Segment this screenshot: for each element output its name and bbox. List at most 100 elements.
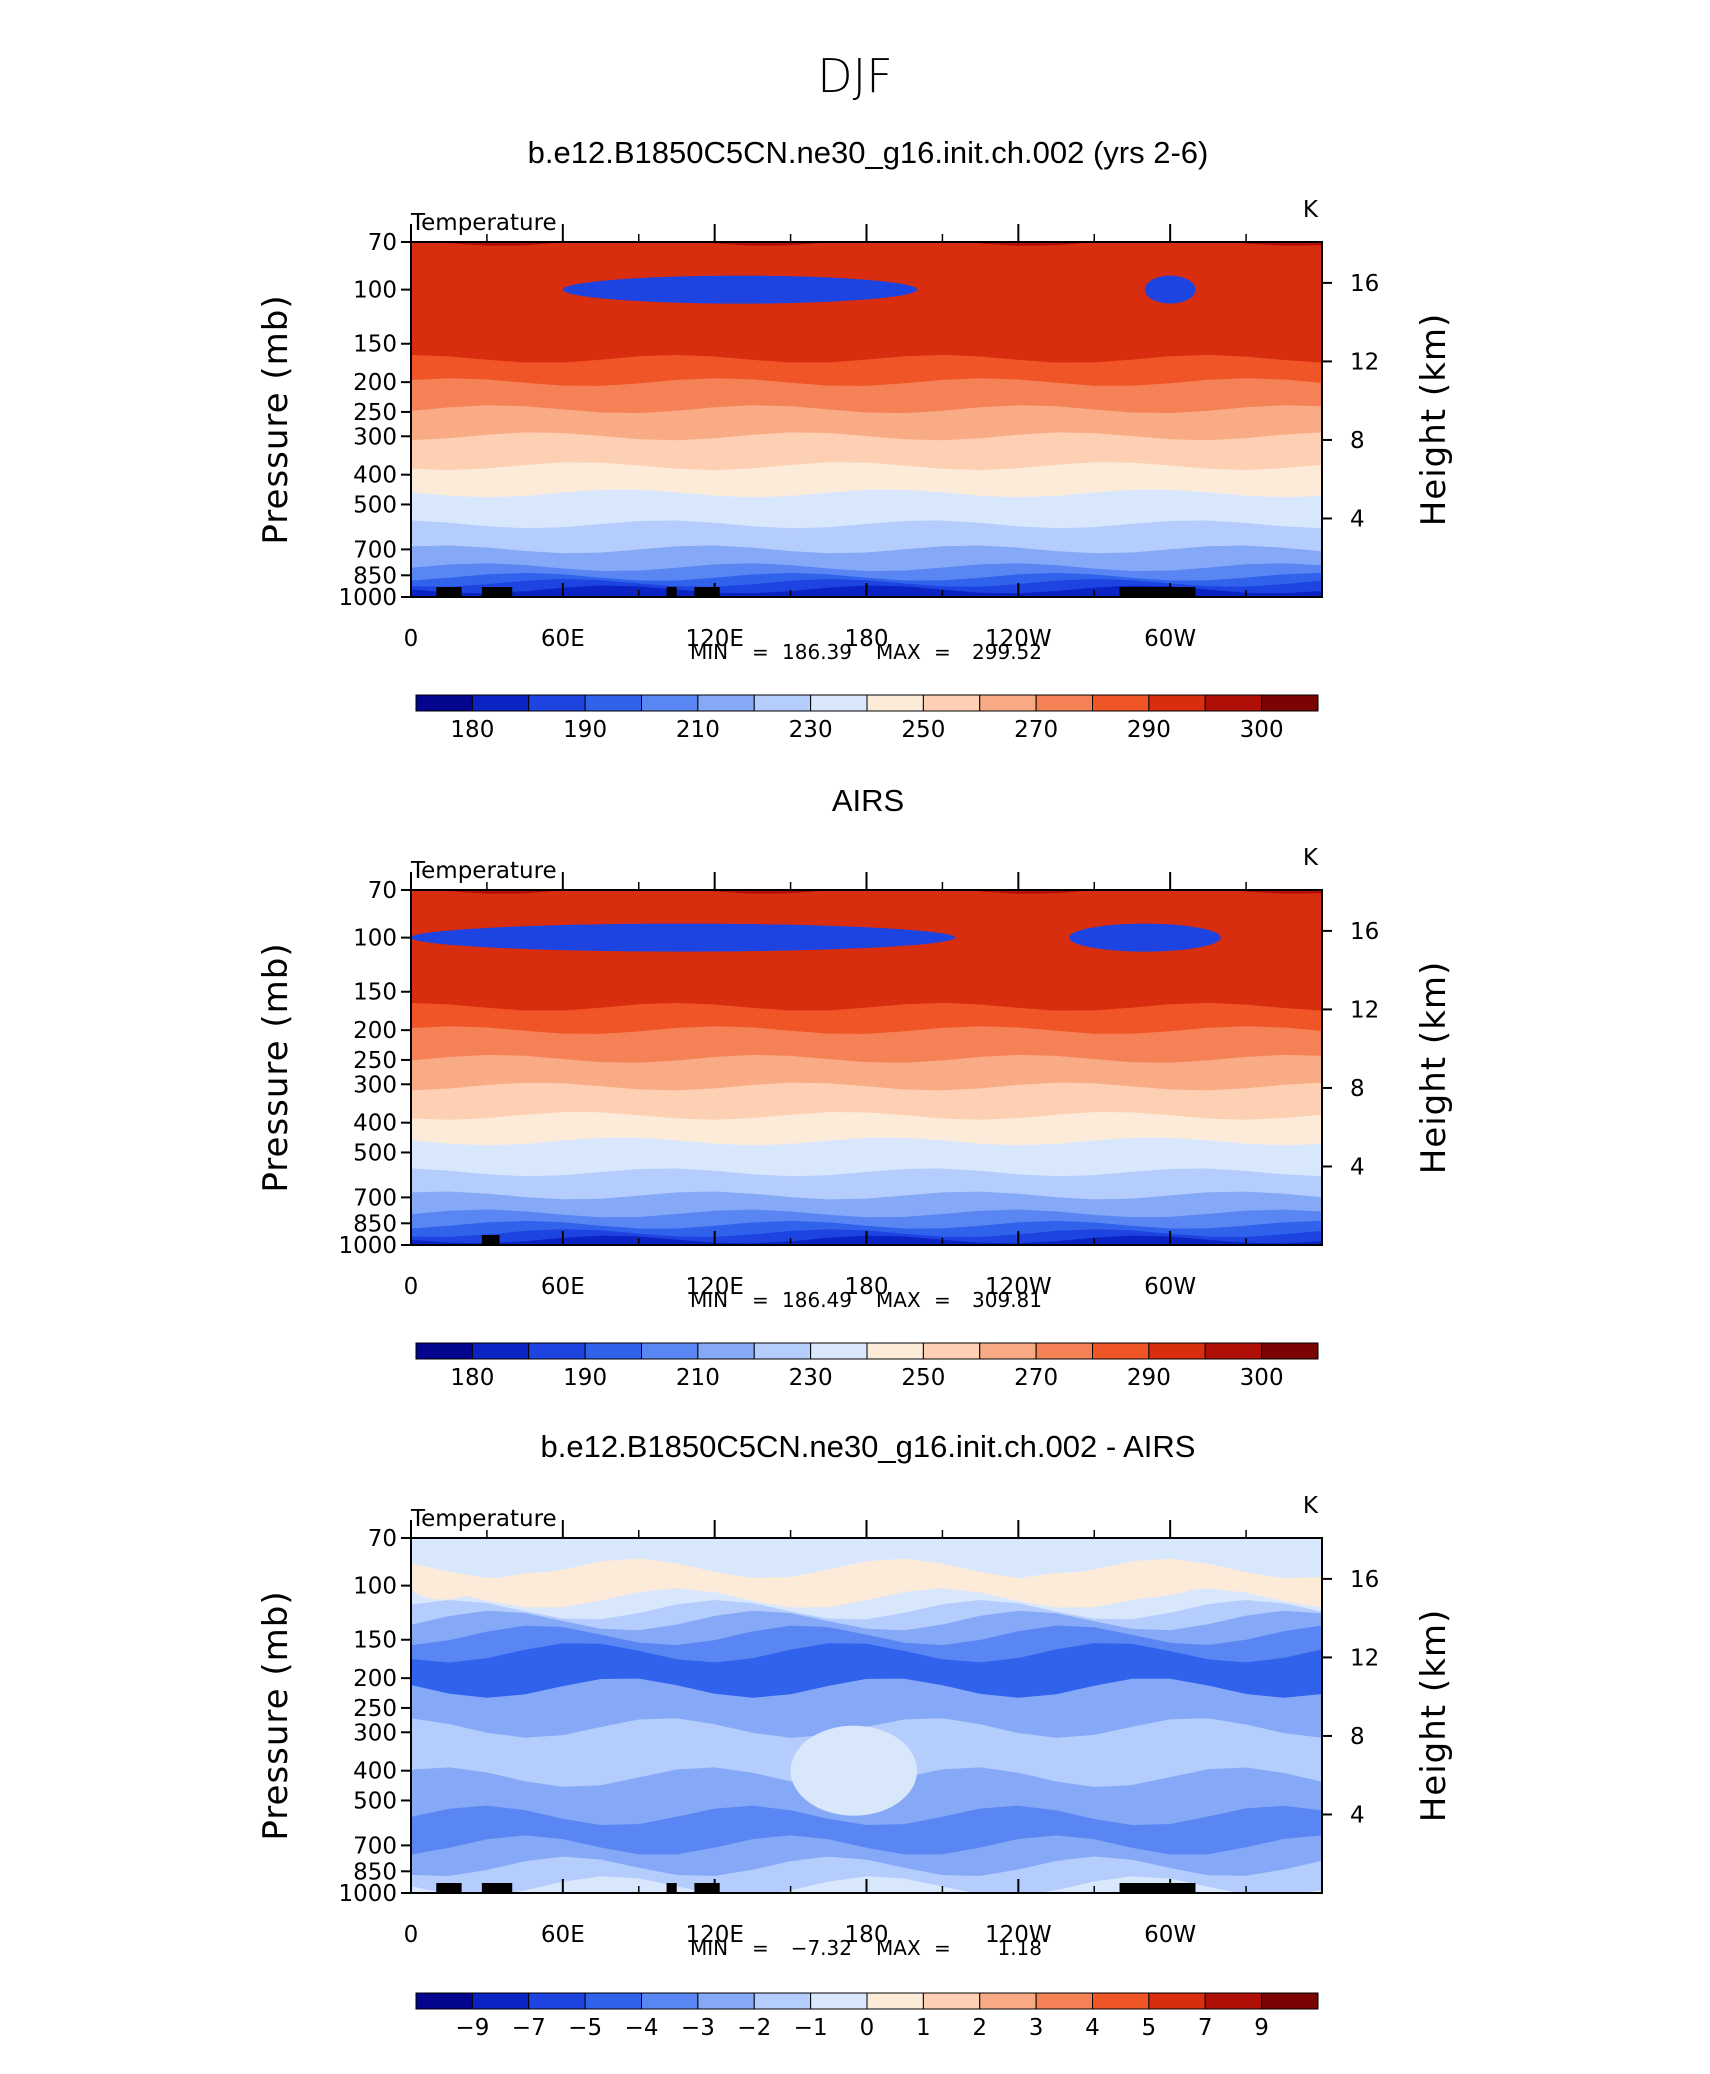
panel-2: AIRSTemperature K701001502002503004005007… [256, 783, 1454, 1391]
colorbar-label: 3 [1029, 2015, 1044, 2041]
y-tick-label: 150 [353, 332, 397, 358]
y-tick-label: 400 [353, 1759, 397, 1785]
colorbar-label: 210 [676, 717, 720, 743]
y-tick-label: 200 [353, 1018, 397, 1044]
y-axis-title: Pressure (mb) [256, 294, 296, 544]
colorbar-swatch [1149, 695, 1205, 711]
colorbar-swatch [811, 1343, 867, 1359]
right-axis-title: Height (km) [1414, 1609, 1454, 1823]
colorbar-label: 0 [860, 2015, 875, 2041]
colorbar-swatch [980, 695, 1036, 711]
units-label: K [1303, 845, 1319, 871]
colorbar-swatch [867, 695, 923, 711]
colorbar-swatch [698, 1343, 754, 1359]
y-tick-label: 1000 [338, 1881, 397, 1907]
colorbar-label: 290 [1127, 717, 1171, 743]
colorbar-swatch [529, 1993, 585, 2009]
y-tick-label: 100 [353, 926, 397, 952]
colorbar-swatch [980, 1993, 1036, 2009]
x-tick-label: 0 [404, 1922, 419, 1948]
topography [1120, 587, 1196, 597]
contour-field [411, 1528, 1322, 1896]
colorbar-label: −2 [737, 2015, 771, 2041]
contour-blob [791, 1726, 918, 1816]
right-tick-label: 8 [1350, 1724, 1365, 1750]
contour-field [411, 886, 1322, 1245]
y-axis-title: Pressure (mb) [256, 1590, 296, 1840]
min-eq: = [752, 1288, 769, 1312]
colorbar-swatch [416, 1993, 472, 2009]
topography [694, 587, 719, 597]
min-value: 186.39 [782, 640, 852, 664]
colorbar-swatch [472, 695, 528, 711]
colorbar-swatch [867, 1993, 923, 2009]
colorbar-label: 190 [563, 1365, 607, 1391]
right-axis-title: Height (km) [1414, 961, 1454, 1175]
right-tick-label: 8 [1350, 428, 1365, 454]
topography [482, 1235, 500, 1245]
colorbar-swatch [811, 695, 867, 711]
min-eq: = [752, 1936, 769, 1960]
colorbar-swatch [1149, 1993, 1205, 2009]
y-tick-label: 500 [353, 492, 397, 518]
colorbar-swatch [416, 1343, 472, 1359]
y-tick-label: 250 [353, 1696, 397, 1722]
right-tick-label: 16 [1350, 919, 1379, 945]
colorbar-swatch [698, 695, 754, 711]
max-label: MAX [876, 1288, 921, 1312]
max-eq: = [934, 1288, 951, 1312]
colorbar-swatch [1262, 1993, 1318, 2009]
colorbar-swatch [698, 1993, 754, 2009]
colorbar-swatch [923, 1343, 979, 1359]
y-tick-label: 500 [353, 1788, 397, 1814]
colorbar-label: 1 [916, 2015, 931, 2041]
colorbar-swatch [1093, 695, 1149, 711]
min-value: 186.49 [782, 1288, 852, 1312]
y-tick-label: 1000 [338, 585, 397, 611]
colorbar-swatch [529, 695, 585, 711]
y-tick-label: 70 [368, 1526, 397, 1552]
colorbar-label: 230 [789, 717, 833, 743]
y-tick-label: 400 [353, 463, 397, 489]
min-label: MIN [690, 1936, 728, 1960]
colorbar-label: 7 [1198, 2015, 1213, 2041]
right-tick-label: 12 [1350, 997, 1379, 1023]
variable-label: Temperature [410, 1506, 557, 1532]
y-tick-label: 150 [353, 1628, 397, 1654]
colorbar-swatch [585, 695, 641, 711]
topography [667, 1883, 677, 1893]
colorbar-swatch [1205, 1993, 1261, 2009]
contour-blob [487, 1572, 639, 1600]
colorbar-swatch [923, 695, 979, 711]
x-tick-label: 60E [541, 1274, 585, 1300]
min-label: MIN [690, 640, 728, 664]
panel-1: b.e12.B1850C5CN.ne30_g16.init.ch.002 (yr… [256, 135, 1454, 743]
y-tick-label: 70 [368, 878, 397, 904]
topography [436, 1883, 461, 1893]
colorbar-label: 270 [1014, 1365, 1058, 1391]
right-tick-label: 8 [1350, 1076, 1365, 1102]
colorbar-swatch [754, 1993, 810, 2009]
right-axis-title: Height (km) [1414, 313, 1454, 527]
y-tick-label: 300 [353, 1720, 397, 1746]
colorbar-label: 180 [450, 717, 494, 743]
colorbar-label: −1 [794, 2015, 828, 2041]
colorbar-swatch [472, 1993, 528, 2009]
colorbar-label: 250 [901, 1365, 945, 1391]
y-tick-label: 700 [353, 1185, 397, 1211]
y-tick-label: 70 [368, 230, 397, 256]
y-tick-label: 1000 [338, 1233, 397, 1259]
colorbar-label: −9 [455, 2015, 489, 2041]
max-value: 1.18 [997, 1936, 1042, 1960]
colorbar-label: 5 [1142, 2015, 1157, 2041]
y-tick-label: 150 [353, 980, 397, 1006]
panel-title: AIRS [832, 783, 904, 818]
y-tick-label: 300 [353, 1072, 397, 1098]
colorbar-label: 9 [1254, 2015, 1269, 2041]
x-tick-label: 60W [1144, 626, 1196, 652]
panel-3: b.e12.B1850C5CN.ne30_g16.init.ch.002 - A… [256, 1429, 1454, 2041]
topography [694, 1883, 719, 1893]
colorbar-swatch [1093, 1993, 1149, 2009]
x-tick-label: 60W [1144, 1922, 1196, 1948]
